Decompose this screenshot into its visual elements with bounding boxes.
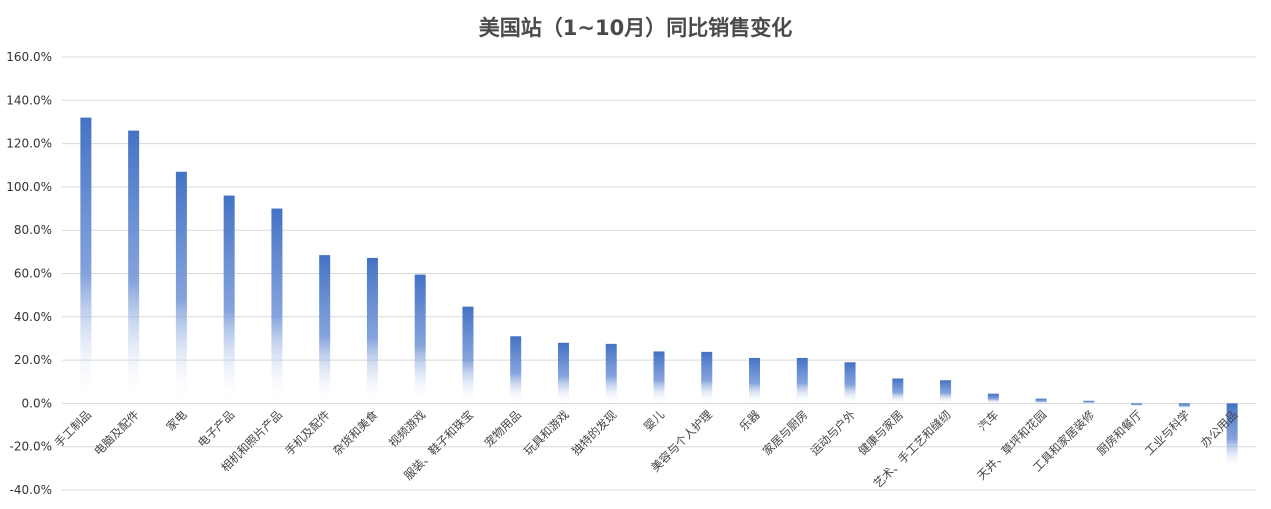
y-tick-label: 40.0%: [14, 310, 52, 324]
y-tick-label: 100.0%: [6, 180, 52, 194]
bar: [557, 342, 569, 404]
bar: [1131, 403, 1143, 406]
x-tick-label: 独特的发现: [569, 408, 620, 459]
bar: [749, 357, 761, 404]
bar: [605, 343, 617, 404]
bar: [1178, 403, 1190, 409]
bar: [892, 378, 904, 404]
y-tick-label: 80.0%: [14, 223, 52, 237]
chart-title: 美国站（1~10月）同比销售变化: [478, 16, 793, 40]
y-tick-label: 20.0%: [14, 353, 52, 367]
x-tick-label: 厨房和餐厅: [1094, 408, 1145, 459]
bar: [1035, 398, 1047, 404]
bar: [319, 255, 331, 404]
y-tick-label: -20.0%: [10, 440, 52, 454]
x-tick-label: 手工制品: [52, 408, 94, 450]
bar: [271, 208, 283, 404]
bar: [1083, 400, 1095, 404]
x-tick-label: 视频游戏: [386, 407, 429, 450]
bar: [510, 336, 522, 404]
bar: [175, 171, 187, 404]
x-tick-label: 运动与户外: [808, 407, 859, 458]
y-tick-label: 140.0%: [6, 93, 52, 107]
bar: [366, 257, 378, 404]
x-tick-label: 杂货和美食: [330, 407, 381, 458]
bar: [987, 393, 999, 404]
bar: [80, 117, 92, 404]
x-tick-label: 工业与科学: [1142, 408, 1193, 459]
bar: [653, 351, 665, 404]
y-tick-label: -40.0%: [10, 483, 52, 497]
x-tick-label: 电子产品: [195, 408, 237, 450]
bar: [462, 306, 474, 404]
bars: [80, 117, 1238, 469]
y-axis-ticks: -40.0% -20.0% 0.0% 20.0% 40.0% 60.0% 80.0% 100.…: [6, 50, 52, 497]
bar: [414, 274, 426, 404]
x-tick-label: 家电: [163, 407, 190, 434]
y-tick-label: 0.0%: [22, 396, 53, 410]
bar: [940, 380, 952, 404]
x-tick-label: 手机及配件: [282, 408, 333, 459]
y-tick-label: 60.0%: [14, 267, 52, 281]
x-tick-label: 健康与家居: [855, 408, 906, 459]
x-tick-label: 宠物用品: [481, 408, 523, 450]
bar: [701, 351, 713, 404]
y-tick-label: 120.0%: [6, 137, 52, 151]
x-tick-label: 家居与厨房: [760, 408, 811, 459]
bar: [1226, 403, 1238, 469]
bar: [796, 357, 808, 404]
x-tick-label: 电脑及配件: [91, 408, 142, 459]
bar: [128, 130, 140, 404]
x-tick-label: 玩具和游戏: [521, 407, 572, 458]
x-tick-label: 汽车: [975, 408, 1001, 434]
y-tick-label: 160.0%: [6, 50, 52, 64]
x-tick-label: 乐器: [736, 407, 763, 434]
bar: [844, 362, 856, 404]
bar: [223, 195, 235, 404]
x-tick-label: 婴儿: [641, 407, 668, 434]
